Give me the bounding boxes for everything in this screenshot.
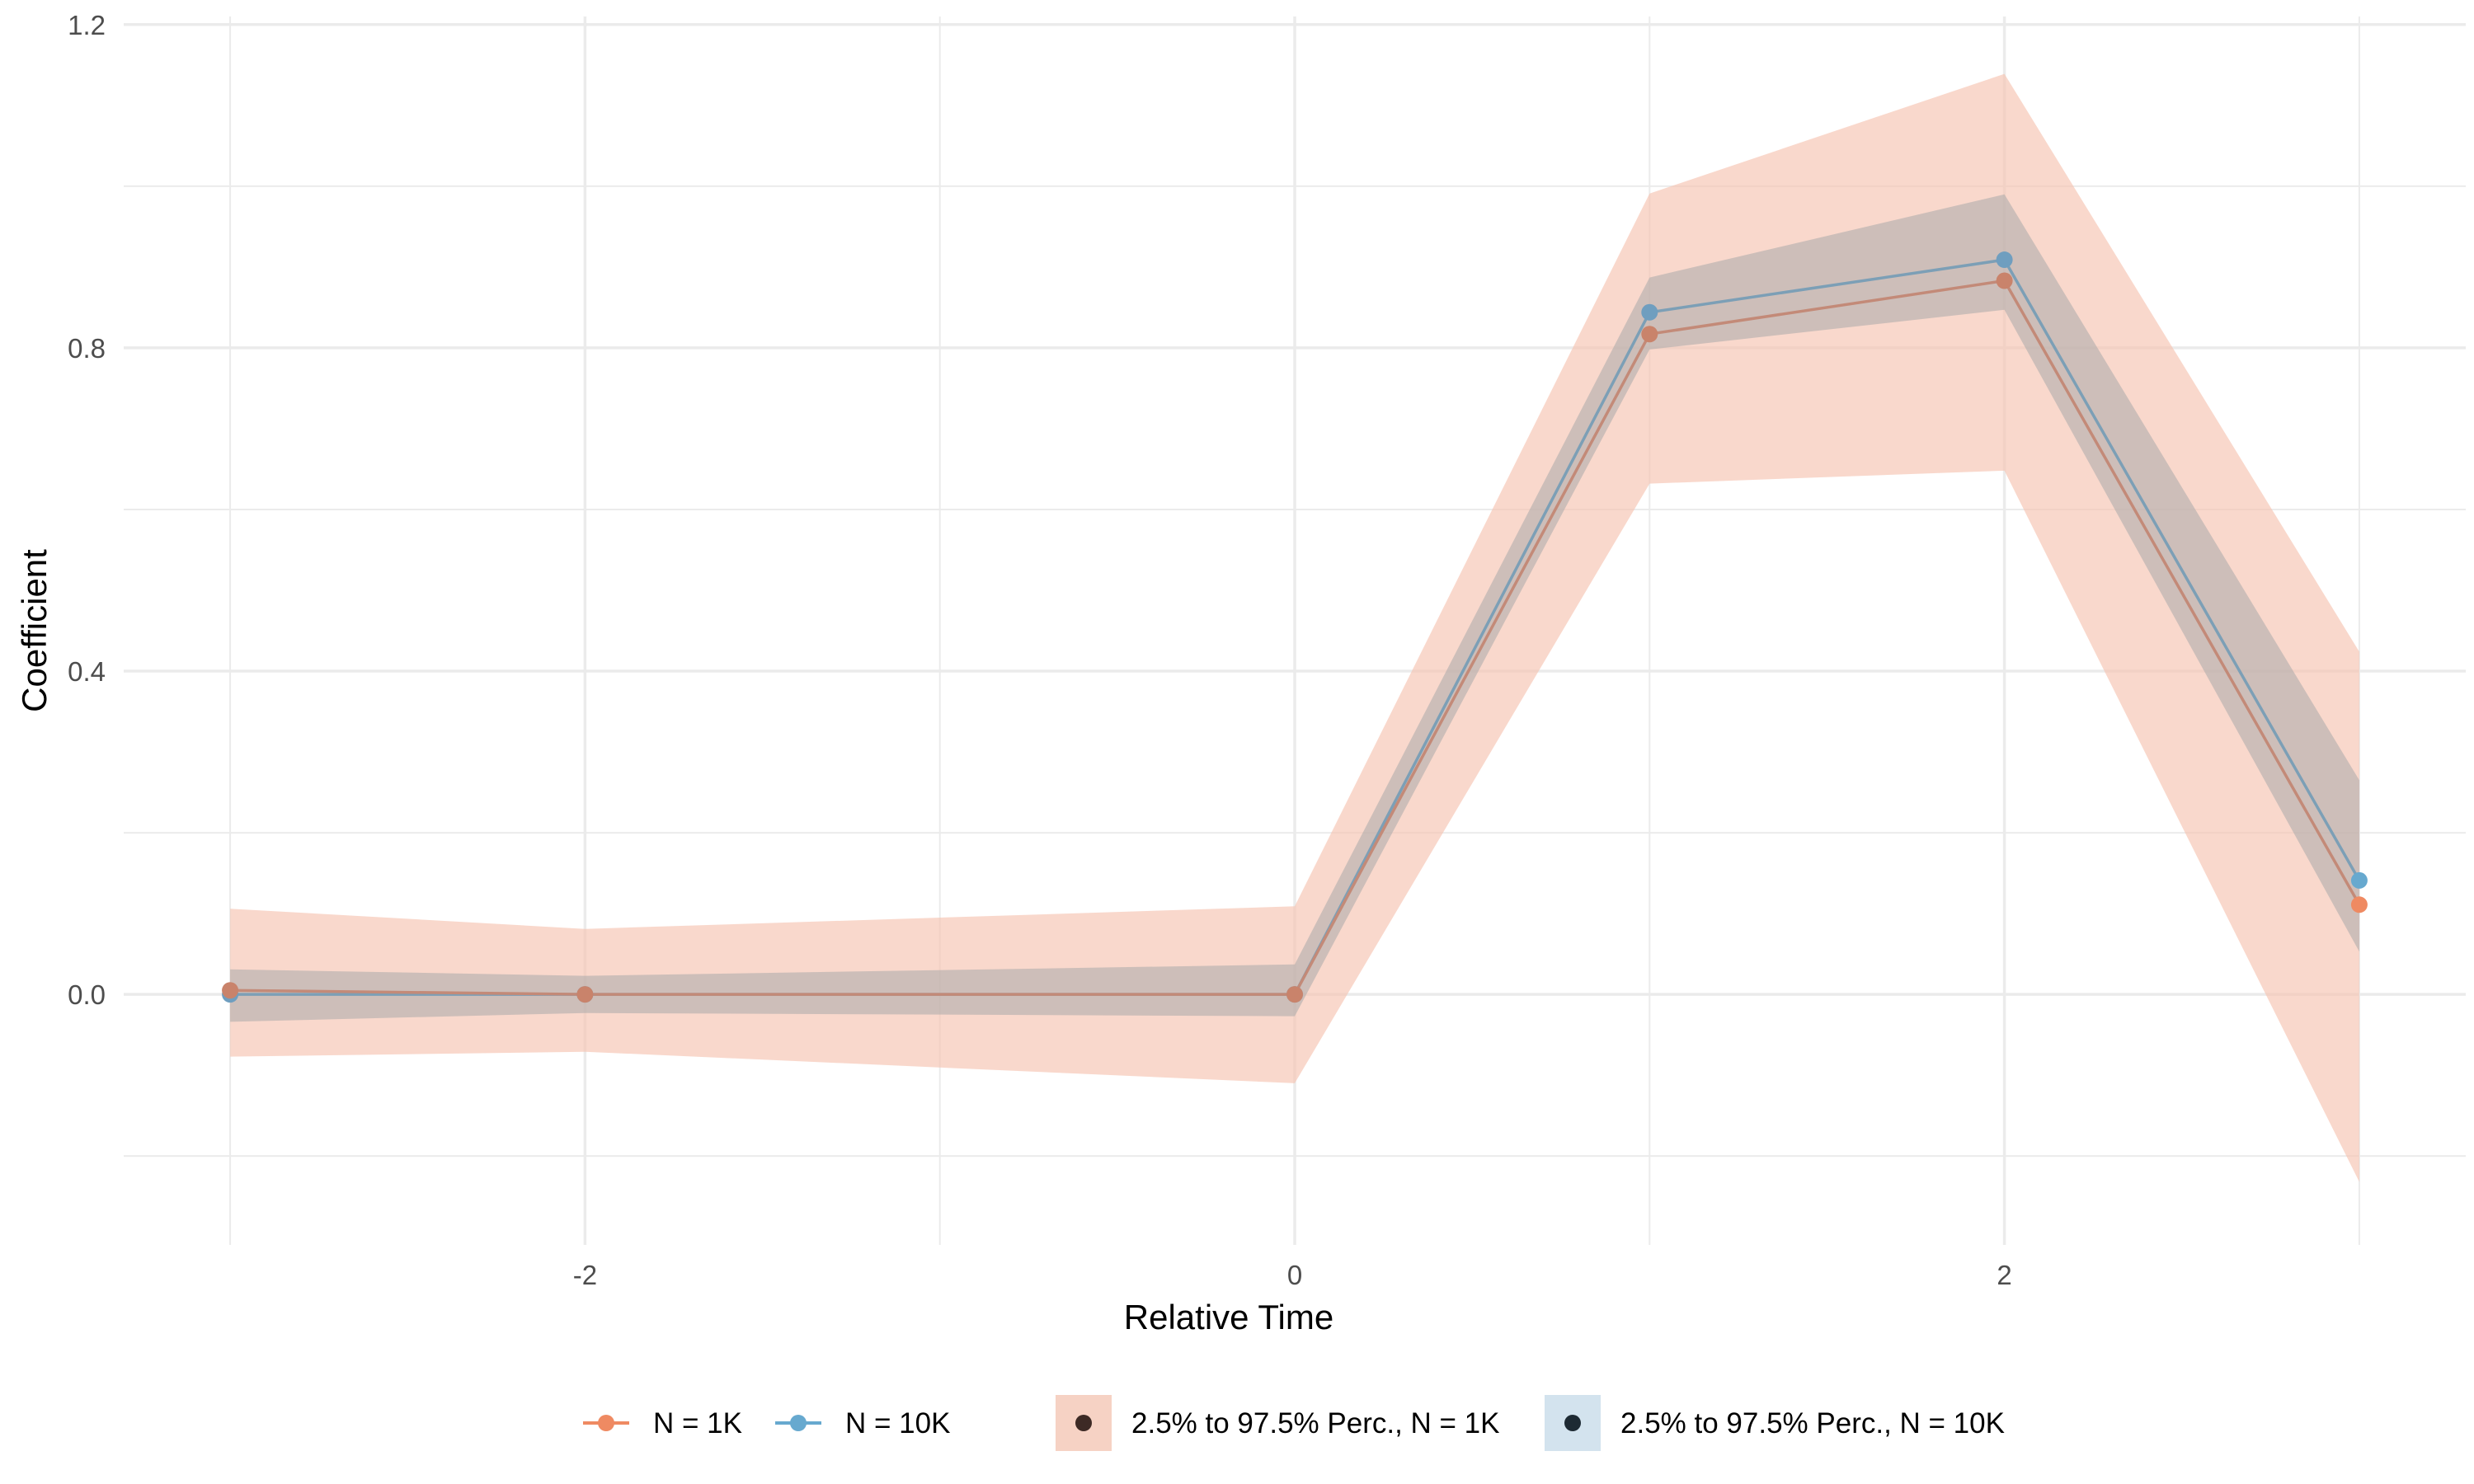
- point-n-1k: [2350, 896, 2368, 913]
- point-n-1k: [1286, 986, 1303, 1003]
- y-tick-label: 0.8: [68, 333, 106, 364]
- y-axis-title: Coefficient: [15, 549, 54, 712]
- y-tick-label: 1.2: [68, 10, 106, 40]
- legend: N = 1K N = 10K 2.5% to 97.5% Perc., N = 1K…: [583, 1395, 2005, 1451]
- point-n-10k: [2350, 871, 2368, 889]
- legend-label-n-1k: N = 1K: [653, 1407, 742, 1439]
- point-n-1k: [1641, 326, 1658, 343]
- point-n-1k: [576, 986, 594, 1003]
- legend-dot-band-n-1k: [1075, 1415, 1092, 1431]
- tick-layer: 0.0 0.4 0.8 1.2 -2 0 2: [68, 10, 2012, 1290]
- y-tick-label: 0.0: [68, 979, 106, 1010]
- legend-label-band-n-10k: 2.5% to 97.5% Perc., N = 10K: [1620, 1407, 2005, 1439]
- point-layer: [222, 251, 2368, 1003]
- y-tick-label: 0.4: [68, 656, 106, 687]
- legend-point-n-1k: [598, 1415, 614, 1431]
- point-n-1k: [1996, 272, 2013, 289]
- point-n-10k: [1641, 303, 1658, 321]
- point-n-1k: [222, 982, 239, 999]
- band-layer: [230, 73, 2359, 1182]
- band-n-1k: [230, 73, 2359, 1182]
- legend-label-n-10k: N = 10K: [845, 1407, 950, 1439]
- line-n-1k: [230, 279, 2361, 996]
- legend-label-band-n-1k: 2.5% to 97.5% Perc., N = 1K: [1131, 1407, 1500, 1439]
- x-tick-label: 2: [1997, 1260, 2011, 1290]
- line-layer: [230, 258, 2361, 996]
- x-tick-label: -2: [573, 1260, 597, 1290]
- x-tick-label: 0: [1287, 1260, 1302, 1290]
- legend-point-n-10k: [790, 1415, 807, 1431]
- x-axis-title: Relative Time: [1124, 1298, 1333, 1336]
- legend-dot-band-n-10k: [1564, 1415, 1581, 1431]
- point-n-10k: [1996, 251, 2013, 269]
